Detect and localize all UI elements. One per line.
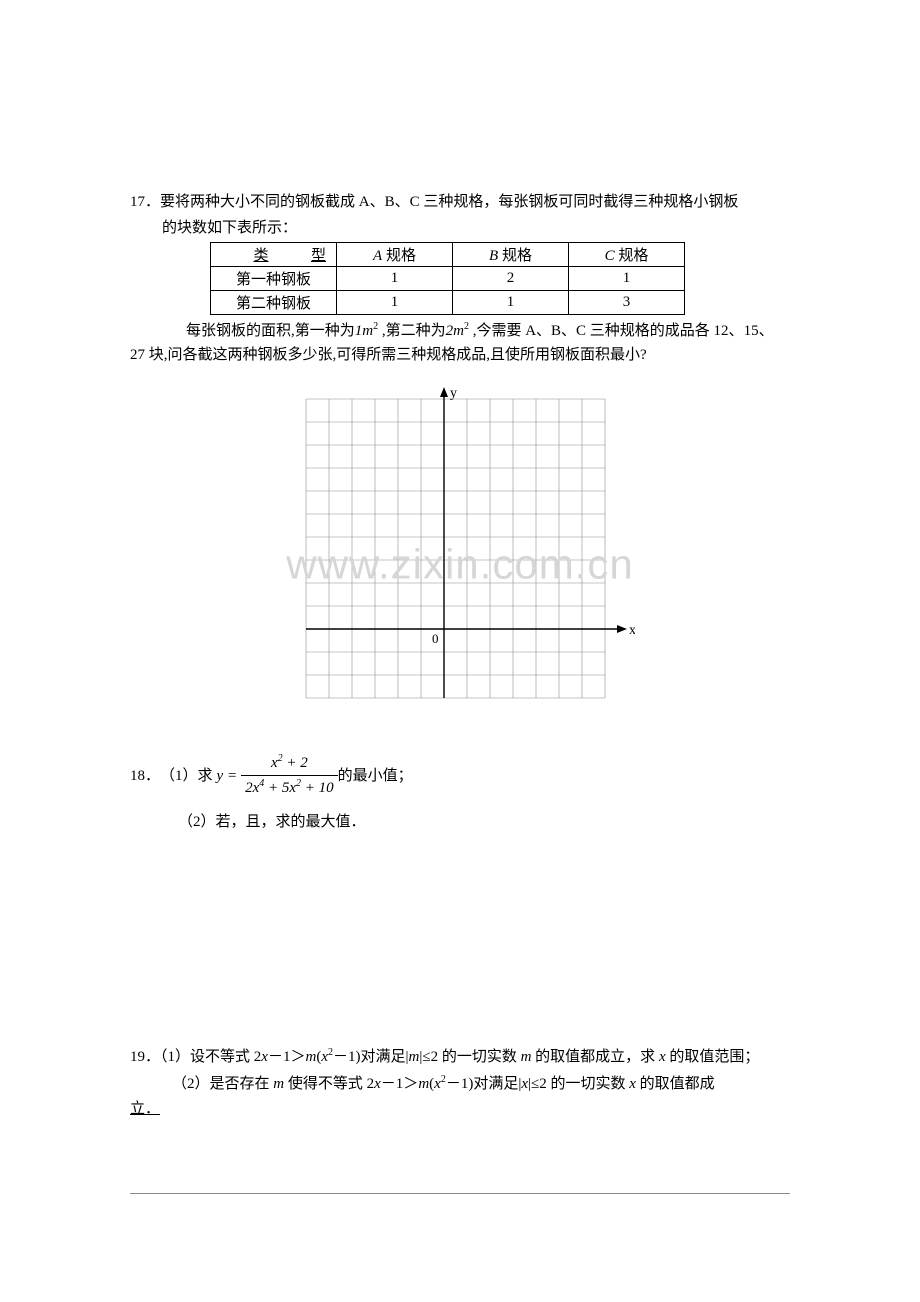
grid-figure: www.zixin.com.cn yx0 [130, 385, 790, 713]
q17-intro-line2: 的块数如下表所示： [130, 216, 790, 240]
row2-b: 1 [453, 291, 569, 315]
q17-after-line1: 每张钢板的面积,第一种为1m2 ,第二种为2m2 ,今需要 A、B、C 三种规格… [130, 319, 790, 343]
svg-text:0: 0 [432, 631, 439, 646]
q19: 19．（1）设不等式 2x－1＞m(x2－1)对满足|m|≤2 的一切实数 m … [130, 1044, 790, 1123]
svg-text:y: y [450, 386, 457, 401]
q18-number: 18． [130, 764, 160, 788]
row1-b: 2 [453, 267, 569, 291]
coordinate-grid: y x 0 [286, 385, 635, 708]
after1-suffix: ,今需要 A、B、C 三种规格的成品各 12、15、 [469, 323, 774, 339]
after1-mid: ,第二种为 [378, 323, 446, 339]
svg-text:x: x [629, 623, 635, 638]
row1-a: 1 [337, 267, 453, 291]
q19-part2a: （2）是否存在 m 使得不等式 2x－1＞m(x2－1)对满足|x|≤2 的一切… [130, 1071, 790, 1098]
fraction: x2 + 2 2x4 + 5x2 + 10 [241, 751, 338, 800]
table-row: 第二种钢板 1 1 3 [211, 291, 685, 315]
steel-table: 类 型 A 规格 B 规格 C 规格 第一种钢板 1 2 1 第二种钢板 1 1… [210, 242, 685, 315]
after1-m1: 1m [355, 323, 373, 339]
table-header-b: B 规格 [453, 243, 569, 267]
q17-number: 17． [130, 194, 160, 210]
q18-part1-suffix: 的最小值； [338, 764, 413, 788]
row2-label: 第二种钢板 [211, 291, 337, 315]
q18-part1: 18． （1）求 y = x2 + 2 2x4 + 5x2 + 10 的最小值； [130, 751, 790, 800]
q17-after-line2: 27 块,问各截这两种钢板多少张,可得所需三种规格成品,且使所用钢板面积最小? [130, 343, 790, 367]
row1-label: 第一种钢板 [211, 267, 337, 291]
table-row: 第一种钢板 1 2 1 [211, 267, 685, 291]
fraction-numerator: x2 + 2 [241, 751, 338, 776]
table-header-type: 类 型 [211, 243, 337, 267]
q18-part2: （2）若，且，求的最大值． [130, 810, 790, 834]
after1-prefix: 每张钢板的面积,第一种为 [186, 323, 355, 339]
q19-part2b: 立． [130, 1097, 790, 1123]
q18: 18． （1）求 y = x2 + 2 2x4 + 5x2 + 10 的最小值；… [130, 751, 790, 834]
row1-c: 1 [569, 267, 685, 291]
q19-number: 19． [130, 1049, 160, 1065]
fraction-denominator: 2x4 + 5x2 + 10 [241, 776, 338, 800]
footer-divider [130, 1193, 790, 1194]
table-header-a: A 规格 [337, 243, 453, 267]
q17-intro-line1: 要将两种大小不同的钢板截成 A、B、C 三种规格，每张钢板可同时截得三种规格小钢… [160, 194, 738, 210]
table-header-c: C 规格 [569, 243, 685, 267]
header-xing: 型 [311, 244, 336, 265]
q19-part1-text: （1）设不等式 2x－1＞m(x2－1)对满足|m|≤2 的一切实数 m 的取值… [160, 1049, 759, 1065]
q18-part1-prefix: （1）求 [160, 764, 213, 788]
after1-m2: 2m [446, 323, 464, 339]
q19-part1: 19．（1）设不等式 2x－1＞m(x2－1)对满足|m|≤2 的一切实数 m … [130, 1044, 790, 1071]
q17-intro: 17．要将两种大小不同的钢板截成 A、B、C 三种规格，每张钢板可同时截得三种规… [130, 190, 790, 214]
row2-c: 3 [569, 291, 685, 315]
q18-y-eq: y = [217, 764, 238, 788]
header-lei: 类 [253, 248, 268, 264]
table-header-row: 类 型 A 规格 B 规格 C 规格 [211, 243, 685, 267]
row2-a: 1 [337, 291, 453, 315]
